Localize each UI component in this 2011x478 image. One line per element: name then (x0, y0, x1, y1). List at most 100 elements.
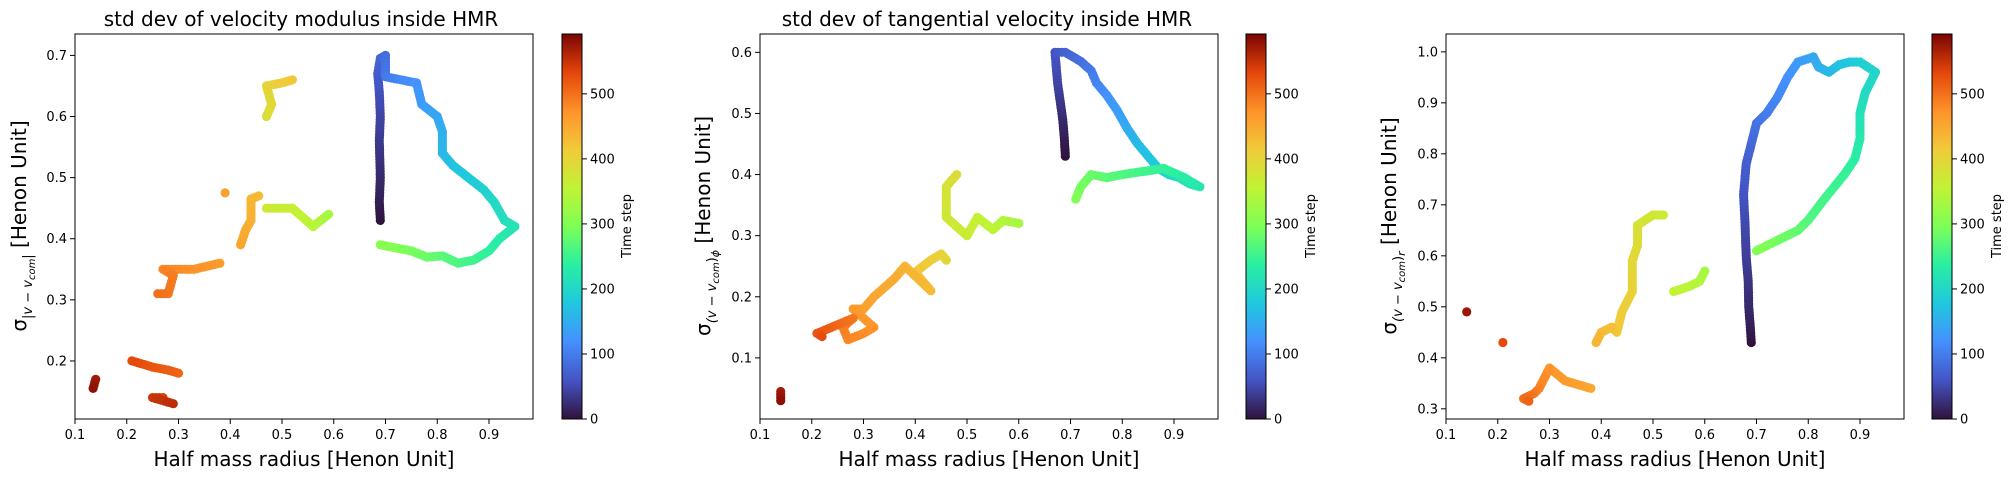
panel-3-x-ticks: 0.1 0.2 0.3 0.4 0.5 0.6 0.7 0.8 0.9 (1436, 419, 1871, 443)
colorbar-tick-label: 500 (1960, 87, 1985, 102)
x-tick-label: 0.9 (479, 428, 500, 443)
y-tick-label: 0.5 (46, 171, 67, 186)
y-tick-label: 0.9 (1417, 96, 1438, 111)
data-point (220, 188, 230, 198)
panel-tangential-velocity: std dev of tangential velocity inside HM… (691, 7, 1319, 471)
colorbar-tick-label: 300 (590, 217, 615, 232)
x-tick-label: 0.6 (323, 428, 344, 443)
y-tick-label: 0.5 (1417, 300, 1438, 315)
x-tick-label: 0.5 (957, 428, 978, 443)
y-tick-label: 0.8 (1417, 147, 1438, 162)
panel-3-y-axis-label: σ(v − vcom)r [Henon Unit] (1377, 117, 1408, 334)
x-tick-label: 0.4 (1591, 428, 1612, 443)
data-point (1071, 194, 1081, 204)
y-tick-label: 0.4 (731, 168, 752, 183)
panel-3-colorbar-ticks: 0 100 200 300 400 500 (1952, 87, 1985, 428)
data-point (1669, 286, 1679, 297)
panel-1-colorbar (561, 33, 583, 420)
panel-2-axes-frame (759, 33, 1219, 420)
panel-1-x-axis-label: Half mass radius [Henon Unit] (154, 447, 455, 471)
colorbar-tick-label: 200 (1960, 282, 1985, 297)
panel-1-points (88, 50, 520, 409)
x-tick-label: 0.7 (1060, 428, 1081, 443)
data-point (817, 331, 827, 342)
x-tick-label: 0.1 (750, 428, 771, 443)
colorbar-tick-label: 400 (1960, 152, 1985, 167)
panel-2-x-ticks: 0.1 0.2 0.3 0.4 0.5 0.6 0.7 0.8 0.9 (750, 419, 1185, 443)
panel-1-axes-frame (74, 33, 534, 420)
panel-2-x-axis-label: Half mass radius [Henon Unit] (839, 447, 1140, 471)
data-point (1591, 337, 1601, 348)
data-point (261, 203, 272, 213)
x-tick-label: 0.8 (427, 428, 448, 443)
x-tick-label: 0.1 (1436, 428, 1457, 443)
x-tick-label: 0.2 (1487, 428, 1508, 443)
data-point (1751, 246, 1762, 256)
colorbar-tick-label: 400 (1274, 152, 1299, 167)
x-tick-label: 0.6 (1008, 428, 1029, 443)
panel-1-y-ticks: 0.2 0.3 0.4 0.5 0.6 0.7 (46, 49, 75, 369)
panel-1-title: std dev of velocity modulus inside HMR (104, 7, 499, 31)
x-tick-label: 0.2 (801, 428, 822, 443)
x-tick-label: 0.9 (1850, 428, 1871, 443)
data-point (776, 396, 786, 406)
panel-3-x-axis-label: Half mass radius [Henon Unit] (1525, 447, 1826, 471)
y-tick-label: 0.3 (46, 293, 67, 308)
panel-2-colorbar (1245, 33, 1267, 420)
colorbar-tick-label: 200 (590, 282, 615, 297)
x-tick-label: 0.7 (1746, 428, 1767, 443)
panel-3-colorbar (1931, 33, 1953, 420)
panel-2-y-ticks: 0.1 0.2 0.3 0.4 0.5 0.6 (731, 46, 760, 366)
y-tick-label: 0.1 (731, 351, 752, 366)
colorbar-tick-label: 300 (1960, 217, 1985, 232)
y-tick-label: 0.6 (1417, 249, 1438, 264)
x-tick-label: 0.5 (272, 428, 293, 443)
panel-radial-velocity: 0.1 0.2 0.3 0.4 0.5 0.6 0.7 0.8 0.9 0.3 0.4 0.5 0.6… (1377, 33, 2005, 471)
colorbar-tick-label: 200 (1274, 282, 1299, 297)
y-tick-label: 1.0 (1417, 45, 1438, 60)
x-tick-label: 0.1 (65, 428, 86, 443)
y-tick-label: 0.3 (1417, 402, 1438, 417)
x-tick-label: 0.8 (1798, 428, 1819, 443)
data-point (127, 356, 137, 366)
colorbar-tick-label: 500 (1274, 87, 1299, 102)
data-point (153, 289, 163, 299)
x-tick-label: 0.4 (905, 428, 926, 443)
x-tick-label: 0.9 (1164, 428, 1185, 443)
panel-3-axes-frame (1445, 33, 1905, 420)
y-tick-label: 0.2 (46, 354, 67, 369)
x-tick-label: 0.7 (375, 428, 396, 443)
colorbar-tick-label: 0 (1274, 413, 1282, 428)
data-point (88, 383, 98, 393)
panel-2-points (776, 47, 1205, 406)
data-point (952, 170, 962, 180)
x-tick-label: 0.8 (1112, 428, 1133, 443)
data-point (1462, 307, 1472, 317)
x-tick-label: 0.4 (220, 428, 241, 443)
colorbar-tick-label: 100 (1274, 347, 1299, 362)
data-point (168, 399, 178, 409)
colorbar-tick-label: 300 (1274, 217, 1299, 232)
panel-2-colorbar-ticks: 0 100 200 300 400 500 (1266, 87, 1299, 428)
data-point (1498, 337, 1508, 348)
data-point (287, 75, 297, 85)
y-tick-label: 0.7 (46, 49, 67, 64)
panel-3-y-ticks: 0.3 0.4 0.5 0.6 0.7 0.8 0.9 1.0 (1417, 45, 1446, 417)
colorbar-tick-label: 500 (590, 87, 615, 102)
panel-1-x-ticks: 0.1 0.2 0.3 0.4 0.5 0.6 0.7 0.8 0.9 (65, 419, 500, 443)
y-tick-label: 0.2 (731, 290, 752, 305)
data-point (1524, 396, 1534, 406)
y-tick-label: 0.6 (46, 110, 67, 125)
panel-2-y-axis-label: σ(v − vcom)ϕ [Henon Unit] (691, 116, 722, 336)
y-tick-label: 0.4 (1417, 351, 1438, 366)
panel-1-colorbar-label: Time step (620, 194, 635, 259)
x-tick-label: 0.6 (1694, 428, 1715, 443)
panel-3-colorbar-label: Time step (1990, 194, 2005, 259)
x-tick-label: 0.5 (1643, 428, 1664, 443)
y-tick-label: 0.3 (731, 229, 752, 244)
x-tick-label: 0.2 (116, 428, 137, 443)
colorbar-tick-label: 100 (590, 347, 615, 362)
panel-1-colorbar-ticks: 0 100 200 300 400 500 (582, 87, 615, 428)
colorbar-tick-label: 0 (590, 413, 598, 428)
panel-1-y-axis-label: σ|v − vcom| [Henon Unit] (7, 120, 38, 331)
